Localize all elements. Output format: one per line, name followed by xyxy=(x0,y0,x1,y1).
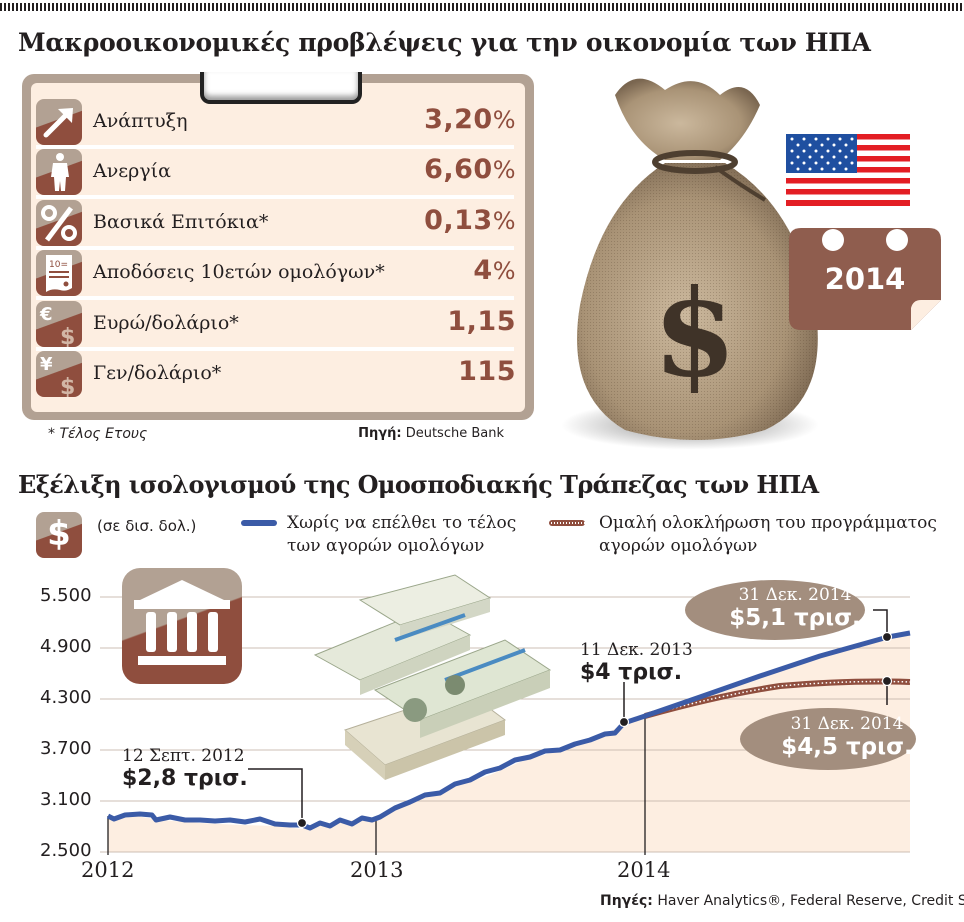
annotation-bubble-4-5: 31 Δεκ. 2014 $4,5 τρισ. xyxy=(740,708,916,770)
chart-source-note: Πηγές: Haver Analytics®, Federal Reserve… xyxy=(600,893,964,909)
annotation-dec-2013: 11 Δεκ. 2013 $4 τρισ. xyxy=(580,640,693,685)
page-title: Μακροοικονομικές προβλέψεις για την οικο… xyxy=(18,28,871,57)
row-divider xyxy=(36,145,514,149)
legend-swatch-dotted xyxy=(549,520,585,526)
us-flag-icon xyxy=(786,134,910,206)
forecast-value: 1,15 xyxy=(447,306,516,337)
money-stack-icon xyxy=(313,574,552,780)
y-tick-label: 3.700 xyxy=(40,738,92,759)
footnote: * Τέλος Ετους xyxy=(48,426,148,442)
forecast-value: 4% xyxy=(473,255,516,286)
y-tick-label: 2.500 xyxy=(40,840,92,861)
row-divider xyxy=(36,195,514,199)
annotation-bubble-5-1: 31 Δεκ. 2014 $5,1 τρισ. xyxy=(685,580,865,640)
forecast-row-unemployment: Ανεργία 6,60% xyxy=(36,148,516,195)
money-bag-icon: $ xyxy=(577,78,818,440)
bank-building-icon xyxy=(122,568,242,684)
legend-label-no-taper: Χωρίς να επέλθει το τέλος των αγορών ομολ… xyxy=(287,513,517,556)
forecast-row-interest-rates: Βασικά Επιτόκια* 0,13% xyxy=(36,199,516,246)
forecast-value: 6,60% xyxy=(424,154,516,185)
svg-text:¥: ¥ xyxy=(40,354,53,375)
clipboard-clip-icon xyxy=(200,72,362,104)
row-divider xyxy=(36,347,514,351)
row-divider xyxy=(36,246,514,250)
source-note: Πηγή: Deutsche Bank xyxy=(358,426,504,441)
forecast-label: Αποδόσεις 10ετών ομολόγων* xyxy=(93,261,385,283)
dollar-icon: $ xyxy=(36,512,82,558)
annotation-sep-2012: 12 Σεπτ. 2012 $2,8 τρισ. xyxy=(122,746,248,791)
forecast-row-eur-usd: € $ Ευρώ/δολάριο* 1,15 xyxy=(36,300,516,347)
forecast-label: Ανεργία xyxy=(93,160,171,182)
calendar-year: 2014 xyxy=(824,262,906,296)
legend-swatch-solid xyxy=(241,520,277,526)
forecast-row-growth: Ανάπτυξη 3,20% xyxy=(36,98,516,145)
x-tick-label: 2014 xyxy=(617,858,671,882)
arrow-up-right-icon xyxy=(36,99,82,145)
forecast-label: Γεν/δολάριο* xyxy=(93,362,222,384)
y-tick-label: 4.300 xyxy=(40,687,92,708)
chart-unit-label: (σε δισ. δολ.) xyxy=(97,517,197,535)
bond-document-icon: 10= xyxy=(36,250,82,296)
svg-text:$: $ xyxy=(653,263,737,404)
svg-text:€: € xyxy=(39,304,53,325)
y-tick-label: 4.900 xyxy=(40,636,92,657)
forecast-row-jpy-usd: ¥ $ Γεν/δολάριο* 115 xyxy=(36,350,516,397)
x-tick-label: 2013 xyxy=(350,858,404,882)
svg-text:$: $ xyxy=(60,325,75,347)
person-icon xyxy=(36,149,82,195)
yen-dollar-icon: ¥ $ xyxy=(36,351,82,397)
decorative-top-bar xyxy=(0,3,964,11)
row-divider xyxy=(36,296,514,300)
euro-dollar-icon: € $ xyxy=(36,301,82,347)
forecast-value: 0,13% xyxy=(424,205,516,236)
y-tick-label: 3.100 xyxy=(40,789,92,810)
forecast-label: Ευρώ/δολάριο* xyxy=(93,312,239,334)
forecast-label: Βασικά Επιτόκια* xyxy=(93,211,269,233)
forecast-value: 115 xyxy=(458,356,516,387)
svg-text:10=: 10= xyxy=(49,260,68,270)
y-tick-label: 5.500 xyxy=(40,585,92,606)
svg-text:$: $ xyxy=(60,375,75,397)
forecast-row-bond-yields: 10= Αποδόσεις 10ετών ομολόγων* 4% xyxy=(36,249,516,296)
chart-title: Εξέλιξη ισολογισμού της Ομοσποδιακής Τρά… xyxy=(18,470,819,499)
calendar-icon: 2014 xyxy=(789,228,941,330)
forecast-value: 3,20% xyxy=(424,104,516,135)
forecast-label: Ανάπτυξη xyxy=(93,110,188,132)
legend-label-smooth-taper: Ομαλή ολοκλήρωση του προγράμματος αγορών … xyxy=(599,513,937,556)
x-tick-label: 2012 xyxy=(81,858,135,882)
percent-icon xyxy=(36,200,82,246)
